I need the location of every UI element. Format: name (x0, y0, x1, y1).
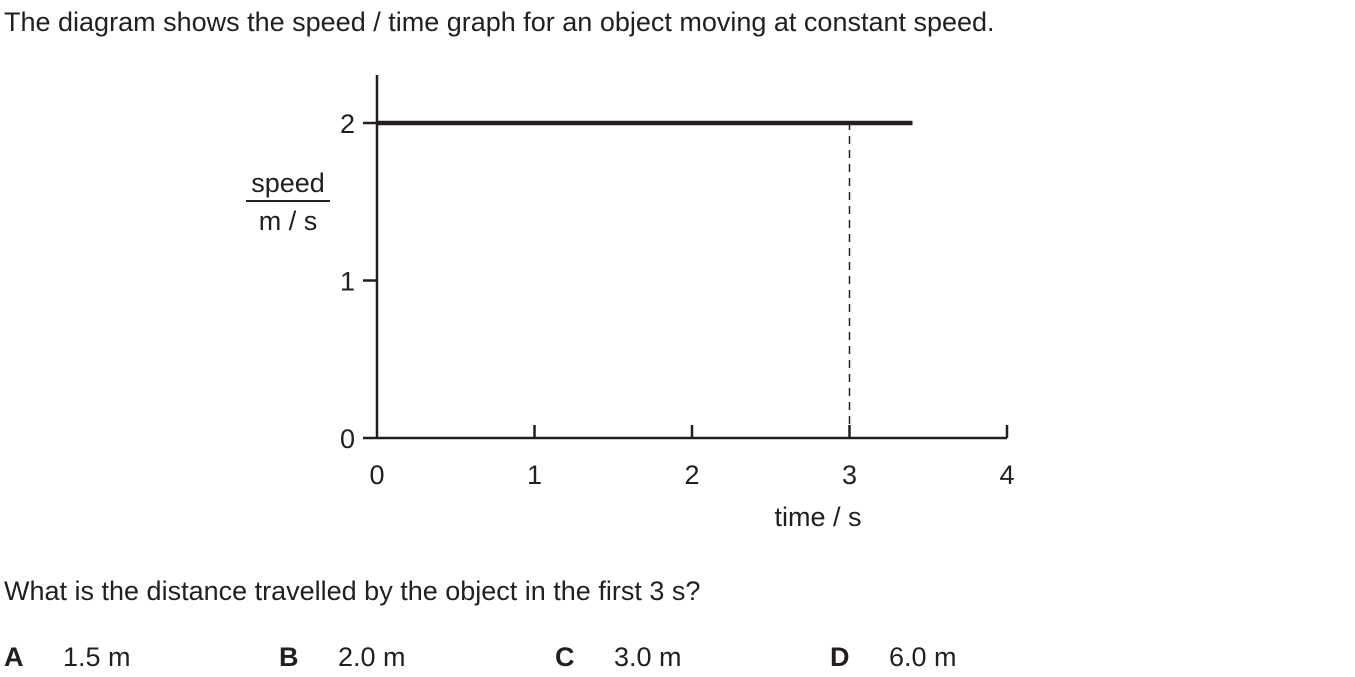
speed-time-graph: 0 1 2 3 4 0 1 2 speed m / s time / s (246, 75, 1015, 532)
x-tick-label: 4 (999, 460, 1014, 490)
option-letter: B (279, 642, 299, 672)
y-tick-label: 0 (340, 424, 355, 454)
x-axis-label: time / s (774, 502, 861, 532)
y-axis-label: speed (251, 168, 325, 198)
option-text: 3.0 m (614, 642, 682, 672)
y-tick-label: 2 (340, 109, 355, 139)
answer-options: A 1.5 m B 2.0 m C 3.0 m D 6.0 m (0, 640, 1355, 676)
question-intro: The diagram shows the speed / time graph… (4, 7, 995, 37)
x-tick-label: 3 (842, 460, 857, 490)
y-tick-label: 1 (340, 267, 355, 297)
x-tick-label: 2 (684, 460, 699, 490)
option-text: 2.0 m (338, 642, 406, 672)
option-letter: A (4, 642, 24, 672)
option-letter: D (830, 642, 850, 672)
question-prompt: What is the distance travelled by the ob… (4, 576, 701, 606)
x-tick-label: 0 (369, 460, 384, 490)
option-letter: C (555, 642, 575, 672)
x-tick-label: 1 (527, 460, 542, 490)
y-axis-unit-label: m / s (259, 206, 318, 236)
option-text: 6.0 m (889, 642, 957, 672)
option-text: 1.5 m (63, 642, 131, 672)
